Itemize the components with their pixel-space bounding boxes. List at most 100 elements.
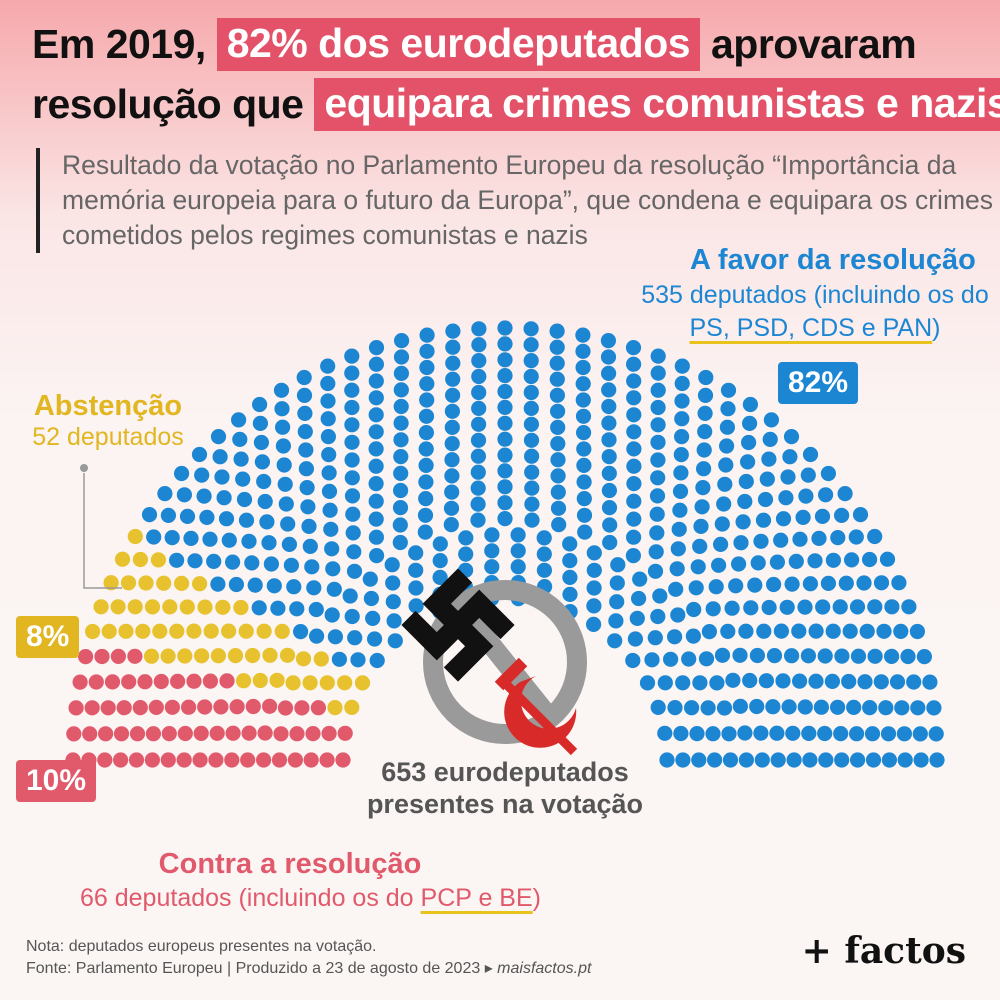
favor-seat (893, 623, 909, 640)
favor-seat (675, 752, 691, 768)
footer-source: Fonte: Parlamento Europeu | Produzido a … (26, 960, 481, 977)
favor-seat (668, 581, 684, 597)
favor-seat (849, 726, 865, 742)
favor-seat (320, 429, 336, 445)
contra-seat (224, 752, 240, 768)
abstencao-seat (252, 672, 268, 689)
favor-seat (327, 629, 343, 645)
favor-seat (649, 525, 665, 541)
favor-seat (342, 588, 358, 604)
favor-seat (718, 457, 734, 473)
favor-seat (849, 599, 866, 615)
favor-seat (550, 403, 566, 419)
abstencao-seat (93, 599, 109, 615)
favor-seat (523, 353, 539, 369)
favor-seat (693, 518, 709, 535)
favor-seat (445, 371, 461, 387)
favor-seat (749, 698, 765, 715)
contra-seat (164, 699, 180, 715)
contra-seat (82, 726, 98, 742)
favor-seat (674, 358, 690, 374)
favor-seat (714, 647, 731, 663)
favor-seat (873, 575, 890, 591)
favor-seat (510, 527, 526, 543)
favor-seat (817, 648, 833, 664)
favor-seat (471, 416, 487, 432)
favor-seat (444, 484, 460, 500)
favor-seat (445, 323, 461, 339)
favor-seat (418, 474, 434, 490)
abstencao-seat (262, 647, 278, 663)
favor-parties: PS, PSD, CDS e PAN (689, 314, 933, 342)
favor-seat (808, 673, 824, 689)
favor-seat (732, 698, 749, 714)
favor-seat (471, 368, 487, 385)
favor-seat (218, 511, 235, 527)
abstencao-seat (118, 623, 134, 639)
favor-seat (350, 652, 366, 668)
favor-seat (273, 382, 290, 398)
favor-seat (697, 387, 714, 403)
favor-seat (286, 579, 302, 595)
contra-label: Contra a resolução (90, 848, 490, 881)
favor-seat (344, 434, 360, 450)
favor-seat (471, 321, 487, 337)
contra-seat (277, 700, 294, 716)
favor-seat (602, 534, 618, 551)
favor-seat (650, 434, 666, 450)
favor-seat (601, 482, 618, 499)
favor-seat (801, 725, 817, 742)
favor-seat (510, 543, 526, 559)
favor-seat (697, 405, 713, 421)
favor-seat (576, 457, 592, 473)
favor-seat (576, 441, 592, 457)
favor-seat (418, 457, 434, 473)
favor-seat (458, 530, 474, 546)
favor-seat (232, 431, 248, 447)
favor-seat (586, 580, 602, 596)
abstencao-seat (132, 551, 148, 568)
favor-seat (601, 449, 617, 465)
contra-seat (181, 699, 197, 715)
favor-seat (928, 726, 944, 742)
favor-seat (346, 544, 362, 560)
abstencao-label: Abstenção 52 deputados (28, 390, 188, 452)
abstencao-seat (169, 623, 185, 639)
favor-seat (610, 557, 626, 573)
favor-seat (344, 470, 360, 486)
favor-seat (897, 752, 913, 768)
favor-seat (922, 674, 938, 690)
favor-seat (562, 569, 578, 586)
favor-seat (443, 517, 459, 533)
favor-seat (281, 536, 297, 553)
favor-seat (320, 375, 336, 392)
favor-seat (674, 411, 690, 427)
favor-seat (674, 393, 690, 409)
favor-seat (926, 700, 942, 716)
favor-seat (884, 599, 900, 615)
favor-seat (344, 348, 360, 364)
contra-seat (229, 699, 245, 715)
favor-seat (408, 562, 424, 578)
abstencao-seat (236, 673, 252, 689)
favor-seat (728, 578, 744, 594)
favor-seat (298, 442, 314, 458)
favor-seat (696, 461, 712, 477)
favor-seat (344, 452, 360, 468)
favor-seat (470, 512, 486, 528)
favor-seat (344, 382, 360, 398)
favor-seat (471, 400, 487, 416)
favor-seat (626, 424, 642, 440)
favor-seat (444, 468, 460, 484)
favor-seat (419, 343, 435, 359)
favor-seat (846, 699, 862, 716)
favor-seat (675, 675, 691, 691)
favor-seat (769, 725, 785, 741)
abstencao-seat (269, 672, 285, 688)
favor-seat (497, 495, 513, 511)
contra-detail: 66 deputados (incluindo os do PCP e BE) (80, 884, 541, 913)
favor-seat (484, 559, 500, 575)
favor-seat (231, 412, 247, 428)
favor-seat (275, 438, 291, 454)
favor-seat (769, 554, 786, 570)
